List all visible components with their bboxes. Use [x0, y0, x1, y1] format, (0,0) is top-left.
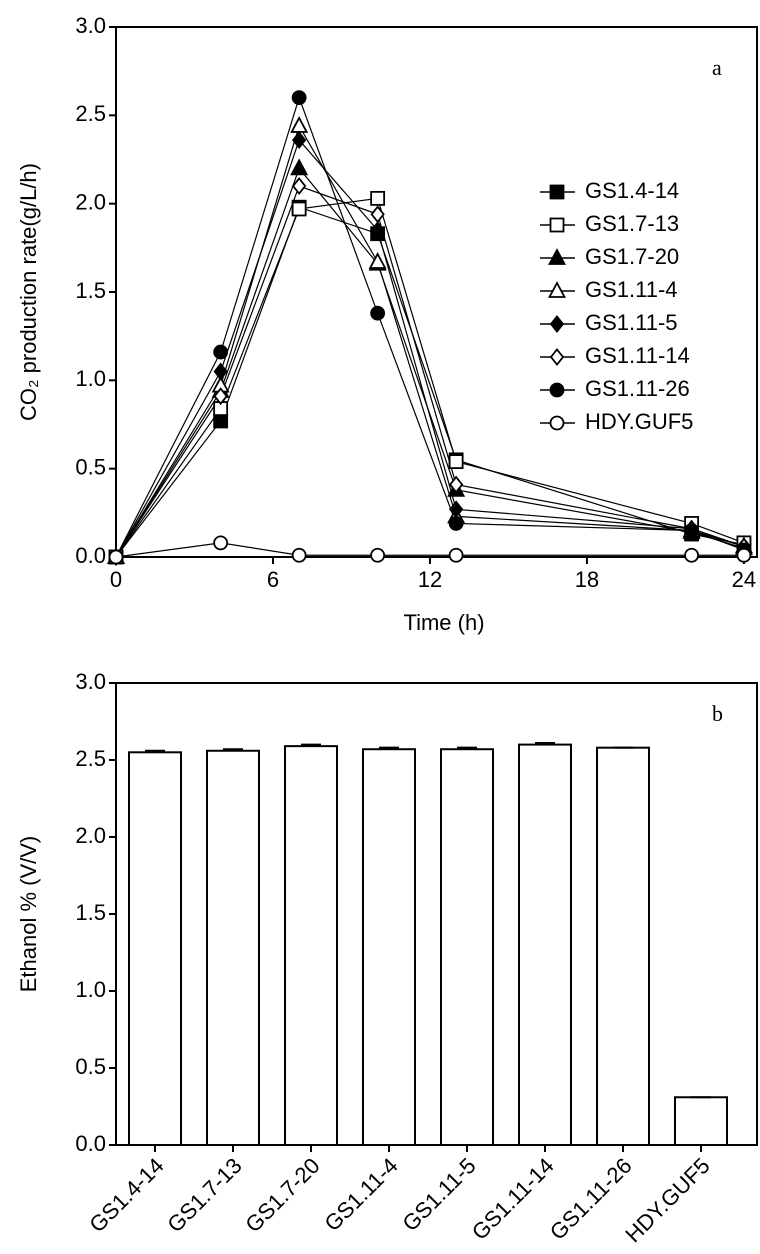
marker — [549, 184, 565, 200]
y-tick-label: 1.0 — [75, 977, 106, 1002]
bar — [596, 746, 650, 1146]
marker — [291, 131, 307, 150]
bar — [128, 751, 182, 1146]
marker — [370, 547, 386, 563]
marker — [684, 547, 699, 563]
marker — [549, 382, 565, 398]
x-tick-label: 0 — [110, 567, 122, 592]
y-tick-label: 2.0 — [75, 189, 106, 214]
x-axis-label: Time (h) — [403, 610, 484, 635]
marker — [448, 454, 464, 470]
marker — [370, 205, 385, 224]
marker — [549, 348, 565, 366]
marker — [549, 315, 565, 333]
legend-label: GS1.7-20 — [585, 244, 679, 269]
x-tick-label: 12 — [418, 567, 442, 592]
marker — [448, 475, 464, 494]
marker — [213, 362, 228, 381]
marker — [368, 252, 387, 269]
marker — [213, 535, 229, 551]
marker — [108, 549, 124, 565]
y-tick-label: 0.0 — [75, 1131, 106, 1156]
legend-label: GS1.11-14 — [585, 343, 690, 368]
marker — [290, 116, 309, 133]
marker — [547, 248, 567, 265]
legend-label: GS1.11-26 — [585, 376, 690, 401]
x-tick-label: 18 — [575, 567, 599, 592]
bar — [206, 749, 260, 1146]
x-tick-label: HDY.GUF5 — [620, 1153, 714, 1247]
marker — [370, 190, 386, 206]
x-tick-label: 6 — [267, 567, 279, 592]
error-bar — [379, 746, 399, 750]
y-axis-label: CO₂ production rate(g/L/h) — [16, 163, 41, 421]
error-bar — [301, 743, 321, 747]
marker — [370, 221, 385, 240]
x-tick-label: GS1.11-4 — [320, 1153, 403, 1236]
y-tick-label: 2.0 — [75, 823, 106, 848]
marker — [291, 177, 307, 195]
x-tick-label: 24 — [732, 567, 756, 592]
x-tick-label: GS1.11-14 — [467, 1153, 559, 1245]
legend-label: GS1.4-14 — [585, 178, 679, 203]
marker — [736, 547, 752, 563]
marker — [291, 201, 307, 217]
marker — [549, 217, 565, 233]
marker — [290, 158, 309, 176]
marker — [213, 413, 229, 429]
error-bar — [457, 746, 477, 750]
legend-label: GS1.11-5 — [585, 310, 678, 335]
x-tick-label: GS1.7-13 — [162, 1153, 246, 1237]
y-tick-label: 0.5 — [75, 454, 106, 479]
x-tick-label: GS1.11-5 — [398, 1153, 481, 1236]
error-bar — [223, 748, 243, 751]
bar — [518, 743, 572, 1146]
bar — [362, 748, 416, 1146]
marker — [547, 281, 567, 298]
y-tick-label: 3.0 — [75, 13, 106, 38]
legend-label: HDY.GUF5 — [585, 409, 693, 434]
panel-label: b — [712, 701, 723, 726]
legend-label: GS1.11-4 — [585, 277, 678, 302]
error-bar — [535, 742, 555, 745]
y-tick-label: 0.5 — [75, 1054, 106, 1079]
y-tick-label: 2.5 — [75, 746, 106, 771]
marker — [448, 516, 464, 531]
y-tick-label: 1.0 — [75, 366, 106, 391]
y-axis-label: Ethanol % (V/V) — [16, 836, 41, 993]
marker — [291, 547, 307, 563]
bar — [674, 1096, 728, 1147]
series-line — [115, 542, 744, 558]
legend-label: GS1.7-13 — [585, 211, 679, 236]
y-tick-label: 0.0 — [75, 543, 106, 568]
x-tick-label: GS1.7-20 — [240, 1153, 324, 1237]
panel-label: a — [712, 55, 722, 80]
y-tick-label: 3.0 — [75, 669, 106, 694]
marker — [213, 387, 228, 406]
bar — [284, 745, 338, 1146]
bar — [440, 748, 494, 1146]
marker — [448, 547, 464, 563]
marker — [291, 90, 307, 106]
marker — [549, 415, 565, 431]
y-tick-label: 1.5 — [75, 900, 106, 925]
x-tick-label: GS1.4-14 — [84, 1153, 168, 1237]
y-tick-label: 2.5 — [75, 101, 106, 126]
marker — [684, 523, 699, 538]
marker — [213, 344, 229, 360]
y-tick-label: 1.5 — [75, 278, 106, 303]
marker — [370, 305, 386, 321]
error-bar — [145, 749, 165, 753]
